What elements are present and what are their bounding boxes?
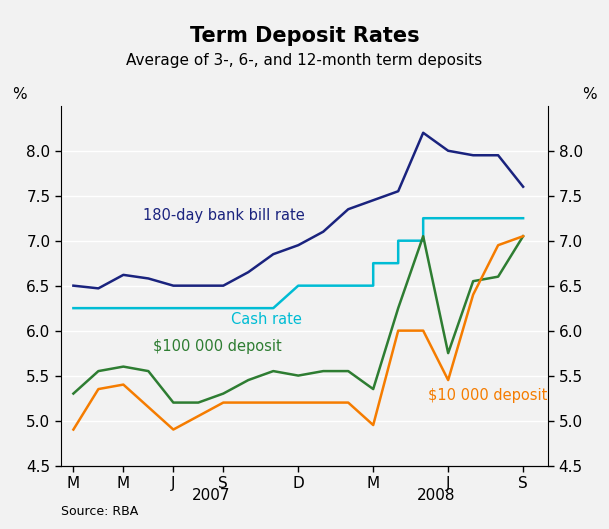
Text: %: %	[582, 87, 597, 102]
Text: $10 000 deposit: $10 000 deposit	[428, 388, 547, 403]
Text: %: %	[12, 87, 27, 102]
Text: Average of 3-, 6-, and 12-month term deposits: Average of 3-, 6-, and 12-month term dep…	[127, 53, 482, 68]
Text: Cash rate: Cash rate	[231, 312, 301, 327]
Text: 180-day bank bill rate: 180-day bank bill rate	[143, 208, 305, 223]
Text: $100 000 deposit: $100 000 deposit	[153, 339, 282, 354]
Text: Source: RBA: Source: RBA	[61, 505, 138, 518]
Text: Term Deposit Rates: Term Deposit Rates	[189, 26, 420, 47]
Text: 2007: 2007	[192, 488, 230, 503]
Text: 2008: 2008	[417, 488, 455, 503]
